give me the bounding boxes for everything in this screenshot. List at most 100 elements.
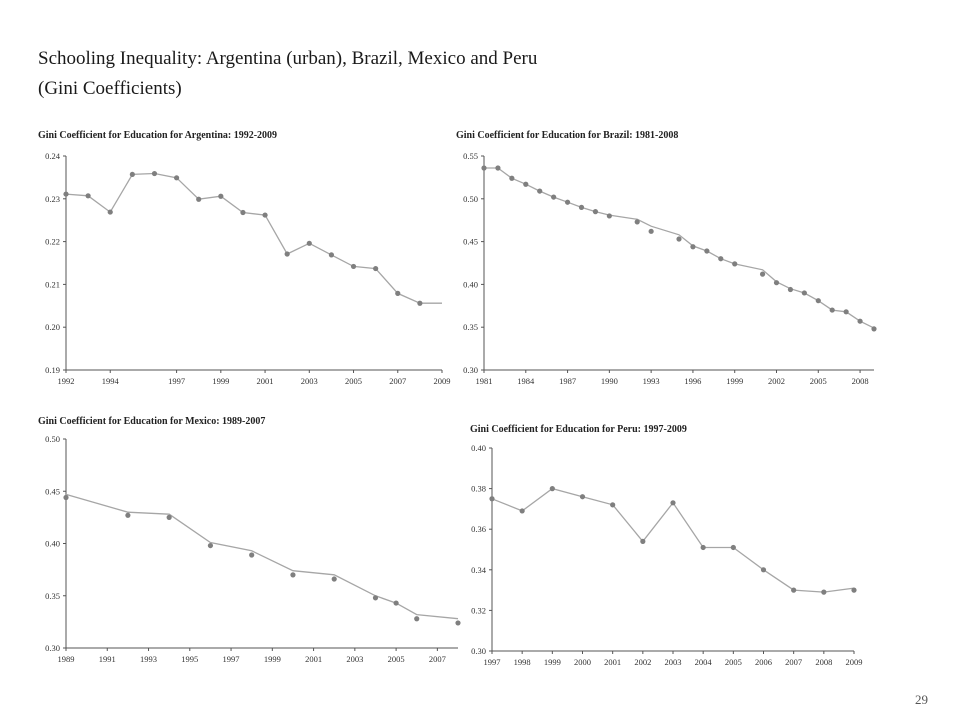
data-point <box>519 508 525 514</box>
x-tick-label: 1997 <box>484 657 501 667</box>
data-point <box>640 538 646 544</box>
x-tick-label: 2003 <box>301 376 318 386</box>
y-tick-label: 0.20 <box>45 322 60 332</box>
data-point <box>829 307 835 313</box>
chart-title: Gini Coefficient for Education for Argen… <box>38 130 277 141</box>
x-tick-label: 2003 <box>346 654 363 664</box>
data-point <box>549 486 555 492</box>
y-tick-label: 0.23 <box>45 194 60 204</box>
x-tick-label: 1990 <box>601 376 618 386</box>
data-point <box>773 280 780 286</box>
data-point <box>306 240 312 246</box>
data-point <box>670 500 676 506</box>
data-point <box>787 286 794 293</box>
data-point <box>821 589 827 595</box>
x-tick-label: 2009 <box>434 376 451 386</box>
x-tick-label: 1989 <box>58 654 75 664</box>
data-point <box>240 209 246 216</box>
data-point <box>801 290 807 296</box>
x-tick-label: 1999 <box>726 376 743 386</box>
data-point <box>871 326 877 332</box>
x-tick-label: 2004 <box>695 657 713 667</box>
x-tick-label: 2002 <box>768 376 785 386</box>
data-point <box>372 595 379 601</box>
data-point <box>732 261 738 267</box>
data-point <box>129 171 135 178</box>
x-tick-label: 2001 <box>604 657 621 667</box>
y-tick-label: 0.22 <box>45 237 60 247</box>
data-point <box>579 494 586 500</box>
x-tick-label: 2007 <box>785 657 802 667</box>
x-tick-label: 2008 <box>815 657 832 667</box>
x-tick-label: 2005 <box>345 376 362 386</box>
y-tick-label: 0.40 <box>463 279 478 289</box>
y-tick-label: 0.30 <box>45 643 60 653</box>
x-tick-label: 1997 <box>168 376 185 386</box>
slide-title: Schooling Inequality: Argentina (urban),… <box>38 44 537 104</box>
data-point <box>481 165 487 171</box>
x-tick-label: 2005 <box>388 654 405 664</box>
slide-title-line-1: Schooling Inequality: Argentina (urban),… <box>38 48 538 69</box>
data-point <box>218 193 224 199</box>
chart-mexico: Gini Coefficient for Education for Mexic… <box>38 416 461 664</box>
data-point <box>700 544 706 551</box>
series-line <box>65 493 459 620</box>
data-point <box>107 209 113 215</box>
series-line <box>484 167 875 329</box>
data-point <box>537 188 543 194</box>
data-point <box>704 248 710 254</box>
data-point <box>63 494 69 501</box>
data-point <box>151 170 158 177</box>
data-point <box>564 199 571 205</box>
x-tick-label: 1993 <box>140 654 157 664</box>
x-tick-label: 1991 <box>99 654 116 664</box>
y-tick-label: 0.34 <box>471 565 487 575</box>
x-tick-label: 1994 <box>102 376 120 386</box>
data-point <box>331 576 337 582</box>
data-point <box>495 165 501 171</box>
data-point <box>173 175 180 181</box>
data-point <box>509 175 515 181</box>
y-tick-label: 0.40 <box>471 443 486 453</box>
x-tick-label: 2003 <box>665 657 682 667</box>
data-point <box>393 600 399 606</box>
x-tick-label: 2001 <box>305 654 322 664</box>
data-point <box>262 212 268 218</box>
data-point <box>249 552 255 558</box>
data-point <box>125 512 131 518</box>
data-point <box>284 251 290 257</box>
data-point <box>815 298 821 304</box>
chart-title: Gini Coefficient for Education for Mexic… <box>38 416 265 427</box>
data-point <box>791 587 797 593</box>
series-line <box>65 172 442 304</box>
data-point <box>592 209 599 215</box>
x-tick-label: 2005 <box>810 376 827 386</box>
data-point <box>851 587 857 593</box>
data-point <box>290 572 296 578</box>
x-tick-label: 1984 <box>517 376 535 386</box>
x-tick-label: 2002 <box>634 657 651 667</box>
x-tick-label: 1987 <box>559 376 576 386</box>
x-tick-label: 2000 <box>574 657 591 667</box>
data-point <box>690 244 696 250</box>
x-tick-label: 1999 <box>544 657 561 667</box>
x-tick-label: 2007 <box>429 654 446 664</box>
x-tick-label: 2006 <box>755 657 772 667</box>
x-tick-label: 1999 <box>212 376 229 386</box>
data-point <box>634 219 640 225</box>
y-tick-label: 0.35 <box>463 322 478 332</box>
x-tick-label: 1995 <box>181 654 198 664</box>
x-tick-label: 1997 <box>223 654 240 664</box>
x-tick-label: 1996 <box>684 376 701 386</box>
data-point <box>578 204 585 210</box>
y-tick-label: 0.38 <box>471 484 486 494</box>
y-tick-label: 0.24 <box>45 151 61 161</box>
data-point <box>373 265 379 272</box>
y-tick-label: 0.32 <box>471 605 486 615</box>
data-point <box>843 309 849 315</box>
x-tick-label: 2009 <box>846 657 863 667</box>
x-tick-label: 2005 <box>725 657 742 667</box>
data-point <box>489 496 495 502</box>
data-point <box>760 567 767 573</box>
data-point <box>676 236 682 242</box>
